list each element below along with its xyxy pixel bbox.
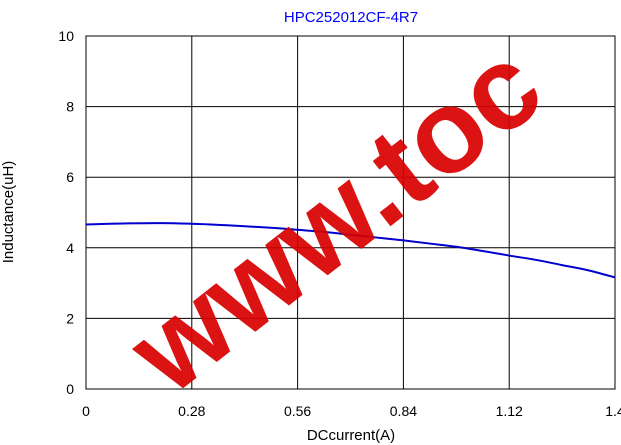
y-tick-label: 10 (58, 28, 74, 44)
inductance-series-line (85, 222, 616, 279)
y-tick-labels: 0 2 4 6 8 10 (58, 28, 74, 397)
x-axis-label: DCcurrent(A) (307, 427, 395, 444)
y-tick-label: 4 (66, 240, 74, 256)
grid-lines (86, 36, 615, 389)
x-tick-labels: 0 0.28 0.56 0.84 1.12 1.4 (82, 403, 621, 419)
x-tick-label: 0.84 (390, 403, 417, 419)
x-tick-label: 0.28 (178, 403, 205, 419)
y-tick-label: 0 (66, 381, 74, 397)
x-tick-label: 0.56 (284, 403, 311, 419)
plot-frame (85, 35, 616, 390)
x-tick-label: 0 (82, 403, 90, 419)
chart-title: HPC252012CF-4R7 (284, 9, 418, 26)
x-tick-label: 1.12 (496, 403, 523, 419)
x-tick-label: 1.4 (605, 403, 621, 419)
y-tick-label: 8 (66, 99, 74, 115)
y-tick-label: 6 (66, 169, 74, 185)
series-group (85, 222, 616, 279)
y-tick-label: 2 (66, 310, 74, 326)
y-axis-label: Inductance(uH) (0, 161, 17, 264)
